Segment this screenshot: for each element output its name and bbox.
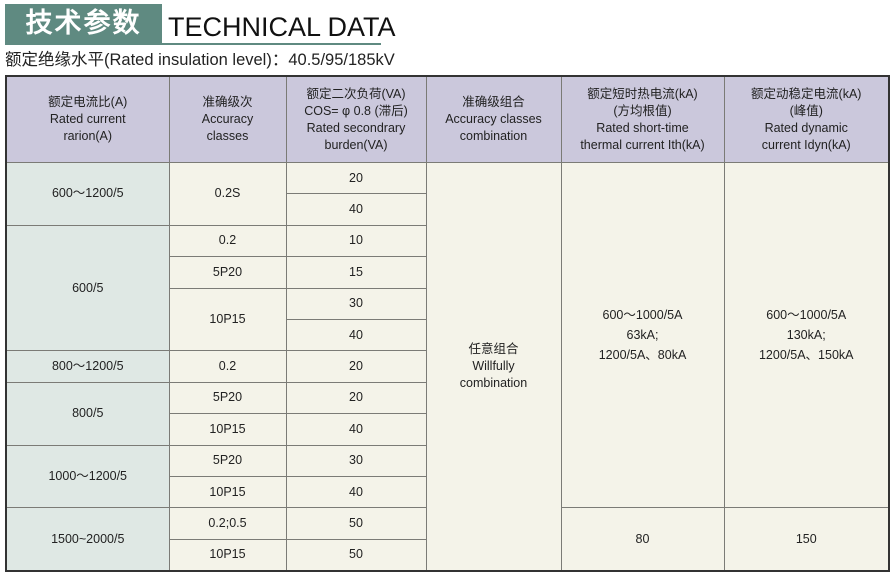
header-row: 额定电流比(A) Rated current rarion(A) 准确级次 Accur… (5, 75, 890, 163)
burden-cell: 40 (285, 318, 427, 352)
burden-cell: 20 (285, 350, 427, 383)
ratio-cell: 800～1200/5 (5, 350, 170, 383)
burden-cell: 40 (285, 193, 427, 226)
table-row: 40 (6, 193, 889, 226)
burden-cell: 15 (285, 256, 427, 289)
dynamic-cell: 150 (723, 507, 890, 572)
burden-cell: 30 (285, 287, 427, 320)
table-row: 10P15 40 (6, 475, 889, 509)
table-row: 10P15 30 (6, 287, 889, 352)
table-row: 800/5 5P20 20 (5, 381, 889, 446)
burden-cell: 50 (285, 538, 427, 572)
ratio-cell: 1000～1200/5 (5, 444, 170, 509)
title-underline (5, 43, 381, 45)
burden-cell: 20 (285, 381, 427, 415)
burden-cell: 30 (285, 444, 427, 477)
table-row: 1000～1200/5 5P20 30 (5, 444, 889, 509)
burden-cell: 10 (285, 224, 427, 258)
accuracy-cell: 10P15 (168, 538, 287, 572)
header-burden: 额定二次负荷(VA) COS= φ 0.8 (滞后) Rated secondrar… (285, 75, 427, 163)
accuracy-cell: 5P20 (168, 256, 287, 289)
accuracy-cell: 0.2 (168, 224, 287, 258)
burden-cell: 40 (285, 413, 427, 446)
thermal-cell: 600～1000/5A 63kA; 1200/5A、80kA (560, 161, 725, 509)
ratio-cell: 1500~2000/5 (5, 507, 170, 572)
table-row: 40 (6, 318, 889, 352)
table-row: 5P20 15 (6, 256, 889, 289)
table-row: 10P15 50 (6, 538, 889, 572)
thermal-cell: 80 (560, 507, 725, 572)
technical-data-table: 额定电流比(A) Rated current rarion(A) 准确级次 Accur… (5, 75, 890, 573)
accuracy-cell: 10P15 (168, 287, 287, 352)
accuracy-cell: 10P15 (168, 475, 287, 509)
burden-cell: 20 (285, 161, 427, 195)
title-cn: 技术参数 (5, 4, 162, 44)
title-en: TECHNICAL DATA (168, 12, 396, 42)
accuracy-cell: 0.2 (168, 350, 287, 383)
table-row: 600～1200/5 0.2S 20 任意组合 Willfully combinat… (5, 161, 890, 572)
ratio-cell: 600/5 (5, 224, 170, 352)
header-accuracy: 准确级次 Accuracy classes (168, 75, 287, 163)
table-row: 800～1200/5 0.2 20 (5, 350, 889, 383)
header-ratio: 额定电流比(A) Rated current rarion(A) (5, 75, 170, 163)
insulation-level: 额定绝缘水平(Rated insulation level)：40.5/95/1… (5, 51, 395, 69)
accuracy-cell: 0.2S (168, 162, 287, 226)
header-combination: 准确级组合 Accuracy classes combination (425, 75, 562, 163)
accuracy-cell: 10P15 (168, 413, 287, 446)
header-thermal: 额定短时热电流(kA) (方均根值) Rated short-time thermal… (560, 75, 725, 163)
accuracy-cell: 0.2;0.5 (168, 507, 287, 540)
accuracy-cell: 5P20 (168, 381, 287, 415)
burden-cell: 50 (285, 507, 427, 540)
ratio-cell: 800/5 (5, 381, 170, 446)
accuracy-cell: 5P20 (168, 444, 287, 477)
combination-cell: 任意组合 Willfully combination (425, 162, 562, 572)
header-dynamic: 额定动稳定电流(kA) (峰值) Rated dynamic current Idyn… (723, 75, 890, 163)
dynamic-cell: 600～1000/5A 130kA; 1200/5A、150kA (723, 161, 890, 509)
table-row: 1500~2000/5 0.2;0.5 50 80 150 (5, 507, 890, 572)
ratio-cell: 600～1200/5 (5, 162, 170, 226)
burden-cell: 40 (285, 475, 427, 509)
